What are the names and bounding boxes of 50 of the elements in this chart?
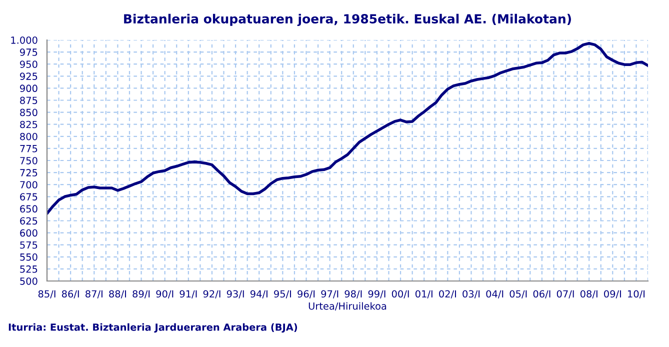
y-tick-label: 850	[20, 108, 38, 116]
y-tick-label: 925	[20, 72, 38, 80]
x-tick-label: 91/I	[180, 290, 197, 298]
y-tick-label: 500	[20, 277, 38, 285]
y-tick-label: 1.000	[11, 36, 38, 44]
x-tick-label: 07/I	[556, 290, 574, 298]
x-tick-label: 00/I	[392, 290, 409, 298]
y-tick-label: 825	[20, 120, 38, 128]
x-axis-title: Urtea/Hiruilekoa	[308, 302, 386, 311]
x-tick-label: 05/I	[510, 290, 527, 298]
x-tick-label: 94/I	[250, 290, 268, 298]
y-tick-label: 775	[20, 145, 38, 152]
x-tick-label: 99/I	[368, 290, 386, 298]
y-tick-label: 750	[20, 156, 38, 164]
x-tick-label: 92/I	[203, 290, 220, 298]
x-tick-label: 87/I	[86, 290, 102, 298]
y-tick-label: 725	[20, 169, 38, 176]
x-tick-label: 90/I	[156, 290, 174, 298]
x-tick-label: 03/I	[462, 290, 480, 298]
y-tick-label: 975	[20, 48, 38, 56]
y-tick-label: 800	[20, 132, 38, 140]
x-tick-label: 08/I	[580, 290, 598, 298]
x-tick-label: 89/I	[132, 290, 150, 298]
x-tick-label: 09/I	[604, 290, 621, 298]
x-tick-label: 10/I	[628, 290, 645, 298]
y-tick-label: 625	[20, 217, 38, 225]
x-tick-label: 02/I	[439, 290, 456, 298]
x-tick-label: 06/I	[533, 290, 550, 298]
y-tick-label: 950	[20, 60, 38, 68]
x-tick-label: 85/I	[38, 290, 56, 298]
x-tick-label: 97/I	[321, 290, 338, 298]
y-tick-label: 675	[20, 193, 38, 200]
y-tick-label: 900	[20, 84, 38, 92]
y-tick-label: 575	[20, 241, 38, 249]
x-tick-label: 95/I	[274, 290, 291, 298]
x-tick-label: 01/I	[415, 290, 432, 298]
x-tick-label: 88/I	[109, 290, 126, 298]
x-tick-label: 98/I	[344, 290, 362, 298]
y-tick-label: 600	[20, 229, 38, 237]
y-tick-label: 525	[20, 265, 38, 273]
y-tick-label: 650	[20, 205, 38, 213]
x-tick-label: 86/I	[62, 290, 79, 298]
x-tick-label: 93/I	[226, 290, 244, 298]
y-tick-label: 700	[20, 181, 38, 188]
y-tick-label: 550	[20, 253, 38, 261]
text: Iturria: Eustat. Biztanleria Jardueraren Arabera (BJA)	[8, 323, 298, 333]
x-tick-label: 04/I	[486, 290, 504, 298]
x-tick-label: 96/I	[298, 290, 315, 298]
chart-title: Biztanleria okupatuaren joera, 1985etik. Euskal AE. (Milakotan)	[124, 14, 571, 26]
y-tick-label: 875	[20, 96, 38, 104]
